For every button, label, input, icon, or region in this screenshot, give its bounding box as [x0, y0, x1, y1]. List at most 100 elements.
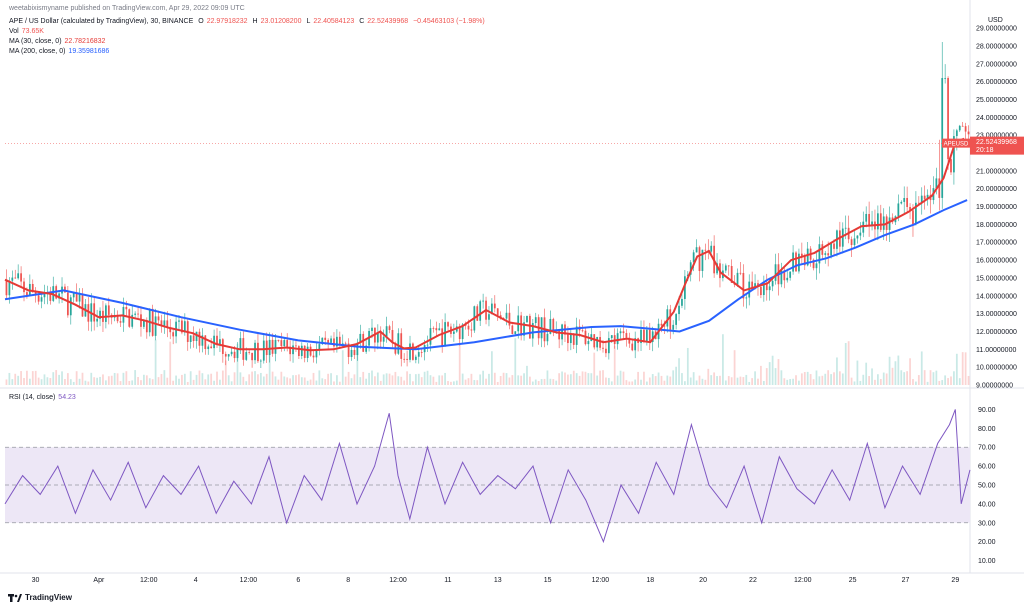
volume-bar [575, 373, 578, 385]
time-tick-label: 12:00 [240, 577, 258, 584]
volume-bar [432, 376, 435, 385]
volume-bar [31, 371, 34, 385]
volume-bar [23, 378, 25, 385]
candle-body [806, 248, 809, 266]
candle-body [461, 324, 464, 340]
volume-bar [224, 360, 227, 385]
volume-bar [488, 373, 490, 385]
volume-bar [713, 372, 716, 385]
candle-body [34, 290, 37, 296]
ma200-line [4, 199, 968, 351]
volume-bar [684, 381, 686, 385]
volume-bar [467, 378, 470, 385]
candle-body [742, 272, 745, 299]
candle-body [66, 292, 69, 316]
volume-bar [423, 371, 426, 385]
volume-bar [333, 381, 335, 385]
price-axis[interactable]: 29.00000000 28.00000000 27.00000000 26.0000… [976, 17, 1017, 390]
candle-body [315, 350, 318, 358]
volume-bar [613, 345, 616, 385]
candle-body [64, 286, 66, 293]
volume-bar [739, 376, 742, 385]
volume-bar [967, 375, 970, 385]
rsi-axis[interactable]: 90.00 80.00 70.00 60.00 50.00 40.00 30.00 20.00… [978, 407, 996, 565]
high-value: 23.01208200 [260, 18, 302, 25]
time-tick-label: Apr [93, 577, 105, 584]
candle-body [125, 306, 128, 310]
candle-body [815, 263, 818, 269]
candle-body [955, 130, 958, 137]
candle-body [651, 331, 654, 342]
time-axis[interactable]: 30 Apr 12:00 4 12:00 6 8 12:00 11 13 15 12:00 18 20 22… [32, 577, 960, 584]
volume-bar [590, 373, 593, 385]
candle-body [877, 213, 879, 230]
candle-body [903, 197, 906, 202]
candle-body [154, 316, 157, 336]
volume-bar [616, 375, 619, 385]
volume-bar [201, 373, 204, 385]
volume-bar [219, 379, 221, 385]
volume-bar [227, 375, 230, 385]
candle-body [262, 340, 265, 361]
volume-bar [452, 381, 455, 385]
volume-bar [394, 371, 397, 385]
candle-body [17, 273, 20, 279]
volume-bar [681, 373, 683, 385]
candle-body [254, 342, 256, 361]
change-value: −0.45463103 (−1.98%) [413, 18, 485, 25]
volume-bar [587, 373, 590, 385]
candle-body [221, 339, 224, 354]
candle-body [792, 252, 794, 272]
volume-bar [666, 375, 669, 385]
candle-body [11, 277, 14, 281]
volume-bar [897, 355, 900, 385]
candle-body [338, 336, 341, 345]
volume-bar [780, 370, 783, 385]
candle-body [619, 331, 622, 334]
volume-bar [692, 372, 695, 385]
tradingview-logo[interactable]: TradingView [8, 593, 72, 602]
symbol-legend: APE / US Dollar (calculated by TradingVi… [9, 17, 488, 26]
volume-bar [757, 378, 759, 385]
candle-body [938, 178, 941, 198]
volume-bar [724, 380, 727, 385]
candle-body [602, 347, 604, 349]
candle-body [75, 292, 78, 302]
volume-bar [906, 371, 909, 385]
candle-body [964, 126, 967, 132]
candle-body [286, 340, 289, 347]
volume-bar [321, 378, 324, 385]
volume-bar [625, 380, 628, 385]
candle-body [20, 273, 22, 282]
candle-body [289, 346, 291, 355]
volume-bar [230, 381, 233, 385]
ma30-legend: MA (30, close, 0) 22.78216832 [9, 37, 108, 46]
volume-bar [894, 361, 897, 385]
volume-bar [52, 372, 55, 385]
low-value: 22.40584123 [313, 18, 355, 25]
candle-body [391, 330, 394, 344]
candle-body [724, 265, 727, 271]
volume-bar [853, 381, 856, 385]
volume-bar [376, 372, 379, 385]
candle-body [251, 352, 253, 361]
candle-body [675, 314, 677, 325]
price-tick-label: 27.00000000 [976, 61, 1017, 68]
candle-body [96, 318, 98, 322]
price-tick-label: 15.00000000 [976, 275, 1017, 282]
candle-body [610, 335, 613, 339]
volume-bar [645, 381, 648, 385]
volume-bar [11, 379, 14, 385]
ma200-value: 19.35981686 [68, 48, 110, 55]
candle-body [116, 315, 119, 322]
candle-body [467, 325, 470, 330]
volume-bar [786, 379, 789, 385]
volume-bar [236, 343, 239, 385]
volume-bar [403, 380, 406, 385]
volume-bar [295, 375, 297, 385]
volume-bar [862, 374, 865, 385]
volume-bar [145, 375, 148, 385]
candle-body [953, 136, 955, 173]
volume-bar [99, 376, 101, 385]
